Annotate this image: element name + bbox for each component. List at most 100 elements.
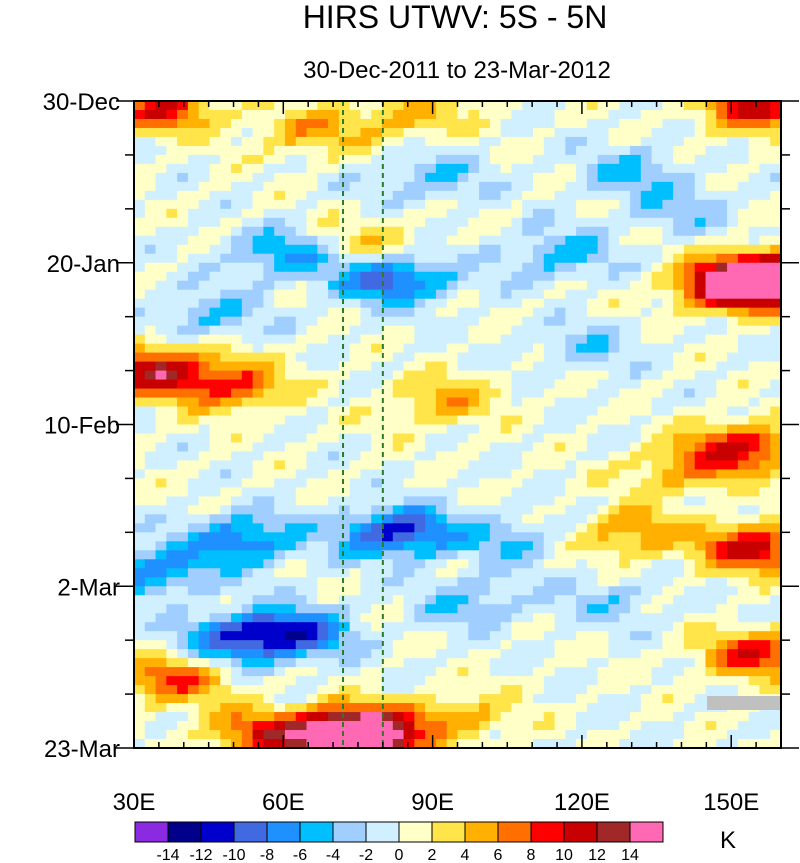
heatmap-cell [608, 199, 620, 210]
heatmap-cell [586, 622, 599, 632]
heatmap-cell [263, 361, 275, 372]
heatmap-cell [317, 667, 329, 677]
heatmap-cell [349, 379, 362, 390]
heatmap-cell [177, 190, 189, 201]
heatmap-cell [597, 388, 610, 399]
heatmap-cell [597, 442, 610, 453]
heatmap-cell [565, 379, 577, 390]
heatmap-cell [748, 388, 761, 399]
heatmap-cell [435, 730, 448, 740]
heatmap-cell [328, 694, 340, 704]
heatmap-cell [209, 172, 221, 183]
heatmap-cell [231, 163, 243, 174]
heatmap-cell [446, 478, 459, 489]
heatmap-cell [284, 694, 297, 704]
heatmap-cell [511, 649, 523, 659]
heatmap-cell [479, 415, 491, 426]
heatmap-cell [705, 541, 717, 551]
heatmap-cell [220, 541, 232, 551]
heatmap-cell [446, 514, 459, 524]
heatmap-cell [630, 487, 642, 497]
heatmap-cell [144, 721, 157, 731]
heatmap-cell [155, 253, 167, 264]
heatmap-cell [748, 514, 761, 524]
heatmap-cell [198, 316, 211, 327]
heatmap-cell [727, 271, 739, 282]
heatmap-cell [522, 280, 534, 291]
heatmap-cell [716, 649, 728, 659]
heatmap-cell [500, 469, 513, 480]
heatmap-cell [543, 595, 556, 605]
heatmap-cell [360, 262, 372, 273]
heatmap-cell [252, 226, 264, 237]
heatmap-cell [392, 694, 405, 704]
heatmap-cell [489, 676, 502, 686]
heatmap-cell [640, 595, 653, 605]
heatmap-cell [608, 739, 620, 748]
heatmap-cell [425, 289, 437, 300]
heatmap-cell [403, 406, 415, 417]
heatmap-cell [317, 559, 329, 569]
heatmap-cell [748, 712, 761, 722]
x-tick-label: 120E [554, 789, 610, 816]
heatmap-cell [220, 433, 232, 444]
heatmap-cell [209, 316, 221, 327]
heatmap-cell [759, 658, 771, 668]
heatmap-cell [166, 262, 178, 273]
heatmap-cell [166, 568, 178, 578]
heatmap-cell [619, 415, 631, 426]
heatmap-cell [241, 730, 254, 740]
heatmap-cell [284, 469, 297, 480]
heatmap-cell [198, 244, 211, 255]
heatmap-cell [651, 550, 663, 560]
heatmap-cell [705, 487, 717, 497]
heatmap-cell [565, 388, 577, 399]
heatmap-cell [543, 613, 556, 623]
heatmap-cell [608, 271, 620, 282]
heatmap-cell [187, 316, 200, 327]
heatmap-cell [683, 325, 696, 336]
heatmap-cell [500, 694, 513, 704]
heatmap-cell [414, 127, 426, 138]
heatmap-cell [662, 307, 674, 318]
heatmap-cell [608, 658, 620, 668]
heatmap-cell [630, 415, 642, 426]
heatmap-cell [770, 730, 781, 740]
heatmap-cell [500, 685, 513, 695]
heatmap-cell [134, 505, 146, 515]
heatmap-cell [522, 694, 534, 704]
heatmap-cell [306, 271, 318, 282]
heatmap-cell [457, 730, 469, 740]
heatmap-cell [414, 514, 426, 524]
heatmap-cell [511, 433, 523, 444]
heatmap-cell [338, 730, 351, 740]
heatmap-cell [673, 541, 685, 551]
heatmap-cell [727, 631, 739, 641]
heatmap-cell [274, 343, 286, 354]
heatmap-cell [651, 505, 663, 515]
heatmap-cell [640, 523, 653, 533]
heatmap-cell [727, 280, 739, 291]
heatmap-cell [662, 694, 674, 704]
heatmap-cell [446, 658, 459, 668]
heatmap-cell [144, 559, 157, 569]
heatmap-cell [532, 181, 545, 192]
heatmap-cell [522, 604, 534, 614]
heatmap-cell [683, 703, 696, 713]
heatmap-cell [360, 541, 372, 551]
heatmap-cell [694, 136, 707, 147]
heatmap-cell [727, 379, 739, 390]
heatmap-cell [586, 523, 599, 533]
heatmap-cell [576, 667, 588, 677]
heatmap-cell [683, 586, 696, 596]
heatmap-cell [597, 514, 610, 524]
heatmap-cell [220, 559, 232, 569]
heatmap-cell [187, 631, 200, 641]
heatmap-cell [554, 694, 566, 704]
heatmap-cell [252, 379, 264, 390]
heatmap-cell [554, 658, 566, 668]
heatmap-cell [511, 622, 523, 632]
heatmap-cell [328, 280, 340, 291]
heatmap-cell [166, 217, 178, 228]
heatmap-cell [231, 595, 243, 605]
